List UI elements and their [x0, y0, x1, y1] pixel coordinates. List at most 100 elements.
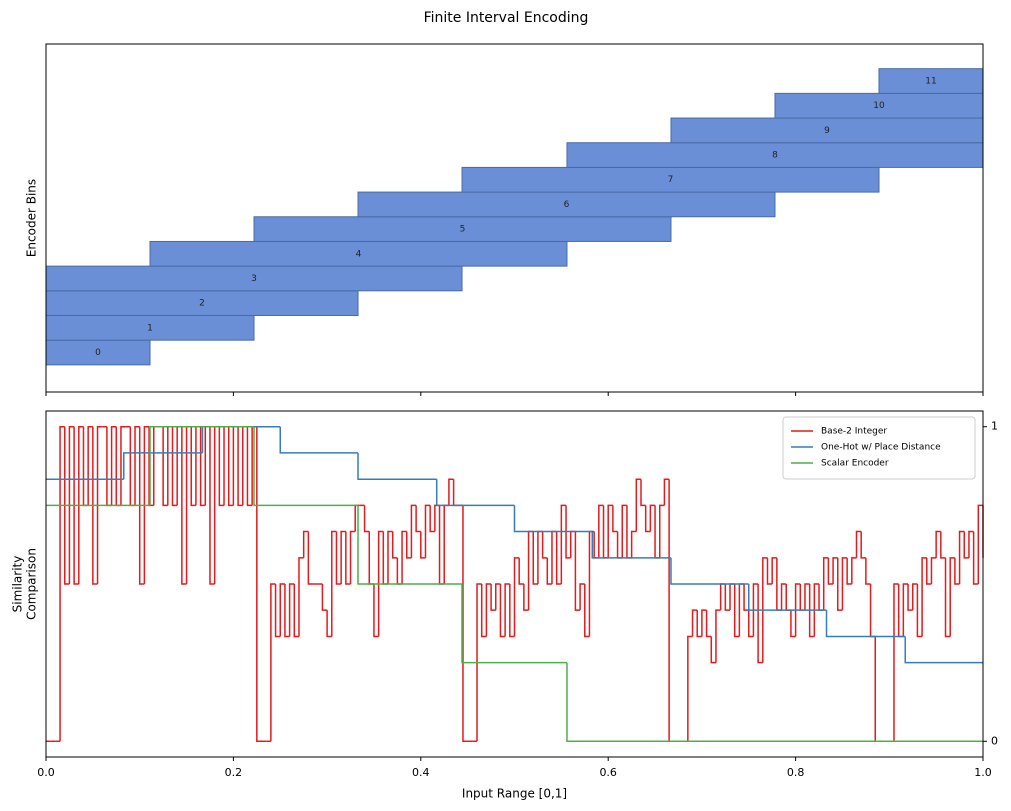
step-segment: [448, 478, 454, 506]
step-segment: [153, 425, 159, 506]
bin-label: 11: [925, 77, 936, 87]
step-segment: [687, 635, 693, 742]
step-segment: [846, 557, 852, 585]
step-segment: [902, 583, 909, 637]
step-segment: [771, 557, 777, 584]
step-segment: [644, 505, 651, 533]
step-segment: [668, 479, 674, 743]
step-segment: [138, 426, 145, 585]
step-segment: [640, 479, 646, 507]
step-segment: [424, 504, 431, 558]
step-segment: [429, 505, 435, 533]
step-segment: [435, 479, 515, 507]
x-tick-label: 0.8: [787, 766, 805, 779]
step-segment: [607, 504, 613, 558]
step-segment: [733, 584, 740, 638]
step-segment: [298, 557, 304, 637]
step-segment: [420, 531, 426, 559]
step-segment: [293, 584, 299, 638]
step-segment: [940, 531, 946, 559]
step-segment: [949, 557, 955, 637]
step-segment: [813, 583, 820, 637]
step-segment: [748, 584, 827, 611]
step-segment: [926, 557, 932, 585]
step-segment: [860, 531, 866, 559]
step-segment: [710, 636, 716, 664]
step-segment: [256, 426, 262, 743]
bin-bar: [566, 142, 984, 168]
step-segment: [237, 426, 243, 507]
step-segment: [724, 584, 731, 611]
step-segment: [743, 584, 749, 611]
x-tick-label: 0.6: [599, 766, 617, 779]
step-segment: [279, 426, 359, 454]
step-segment: [340, 530, 346, 584]
bin-bar: [461, 166, 880, 193]
step-segment: [977, 504, 983, 584]
bin-bar: [357, 191, 776, 218]
step-segment: [968, 530, 974, 558]
bin-label: 0: [95, 348, 101, 358]
step-segment: [574, 531, 581, 611]
step-segment: [302, 530, 309, 558]
step-segment: [405, 531, 412, 559]
step-segment: [630, 530, 637, 558]
step-segment: [911, 583, 918, 611]
y-axis-label: Encoder Bins: [25, 179, 39, 257]
bin-label: 3: [251, 274, 257, 284]
step-segment: [288, 583, 295, 637]
y-tick-label: 1: [991, 420, 998, 433]
step-segment: [715, 609, 721, 663]
step-segment: [326, 610, 332, 638]
step-segment: [762, 557, 768, 663]
step-segment: [284, 584, 290, 638]
step-segment: [954, 557, 960, 585]
step-segment: [822, 557, 829, 611]
bin-bar: [149, 240, 568, 267]
step-segment: [96, 425, 103, 584]
step-segment: [218, 426, 225, 507]
step-segment: [565, 505, 571, 559]
step-segment: [377, 530, 384, 637]
step-segment: [134, 425, 140, 506]
step-segment: [930, 557, 937, 584]
step-segment: [321, 584, 328, 611]
step-segment: [691, 609, 698, 637]
step-segment: [349, 530, 356, 584]
step-segment: [495, 583, 501, 611]
y-axis-label: Similarity: [11, 556, 25, 613]
step-segment: [794, 583, 801, 637]
step-segment: [790, 610, 796, 638]
step-segment: [752, 583, 759, 637]
step-segment: [621, 504, 627, 558]
step-segment: [874, 636, 880, 743]
step-segment: [209, 426, 215, 585]
step-segment: [387, 530, 393, 584]
bin-label: 10: [873, 101, 885, 111]
step-segment: [705, 610, 712, 638]
figure-title: Finite Interval Encoding: [424, 10, 589, 26]
axes-frame: [45, 410, 984, 758]
step-segment: [357, 505, 463, 585]
step-segment: [560, 504, 567, 584]
step-segment: [253, 426, 359, 507]
step-segment: [345, 531, 351, 585]
step-segment: [532, 531, 538, 585]
step-segment: [865, 557, 871, 585]
step-segment: [509, 584, 515, 638]
step-segment: [612, 505, 618, 533]
step-segment: [59, 425, 65, 742]
step-segment: [832, 557, 838, 584]
step-segment: [907, 584, 913, 611]
step-segment: [68, 425, 75, 584]
step-segment: [701, 609, 707, 637]
x-tick-label: 0.0: [37, 766, 55, 779]
step-segment: [499, 584, 506, 638]
bin-label: 7: [668, 175, 674, 185]
step-segment: [461, 584, 567, 664]
step-segment: [663, 478, 670, 506]
step-segment: [331, 530, 337, 637]
x-axis-label: Input Range [0,1]: [462, 787, 567, 801]
step-segment: [855, 530, 862, 558]
